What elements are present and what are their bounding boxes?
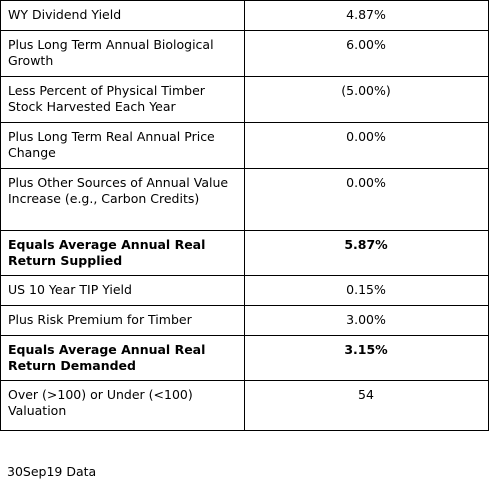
- row-label: WY Dividend Yield: [0, 0, 245, 31]
- row-value: 4.87%: [244, 0, 489, 31]
- row-value: 6.00%: [244, 30, 489, 77]
- row-label: Plus Long Term Real Annual Price Change: [0, 122, 245, 169]
- row-value: 0.00%: [244, 122, 489, 169]
- row-label: Plus Other Sources of Annual Value Incre…: [0, 168, 245, 231]
- valuation-table: WY Dividend Yield 4.87% Plus Long Term Ann…: [0, 0, 489, 431]
- row-value: 3.15%: [244, 335, 489, 381]
- table-row: US 10 Year TIP Yield 0.15%: [0, 275, 489, 306]
- row-label: Plus Long Term Annual Biological Growth: [0, 30, 245, 77]
- row-label: Equals Average Annual Real Return Demand…: [0, 335, 245, 381]
- row-value: (5.00%): [244, 76, 489, 123]
- row-value: 0.15%: [244, 275, 489, 306]
- table-row: WY Dividend Yield 4.87%: [0, 0, 489, 31]
- row-value: 54: [244, 380, 489, 431]
- row-label: Less Percent of Physical Timber Stock Ha…: [0, 76, 245, 123]
- row-label: Plus Risk Premium for Timber: [0, 305, 245, 336]
- footer-note: 30Sep19 Data: [7, 464, 97, 479]
- table-row: Plus Long Term Real Annual Price Change 0…: [0, 122, 489, 169]
- table-row: Equals Average Annual Real Return Demand…: [0, 335, 489, 381]
- table-row: Less Percent of Physical Timber Stock Ha…: [0, 76, 489, 123]
- row-label: Over (>100) or Under (<100) Valuation: [0, 380, 245, 431]
- row-value: 5.87%: [244, 230, 489, 276]
- table-row: Plus Risk Premium for Timber 3.00%: [0, 305, 489, 336]
- table-row: Plus Other Sources of Annual Value Incre…: [0, 168, 489, 231]
- row-value: 3.00%: [244, 305, 489, 336]
- table-row: Equals Average Annual Real Return Suppli…: [0, 230, 489, 276]
- table-row: Over (>100) or Under (<100) Valuation 54: [0, 380, 489, 431]
- row-label: Equals Average Annual Real Return Suppli…: [0, 230, 245, 276]
- row-label: US 10 Year TIP Yield: [0, 275, 245, 306]
- table-row: Plus Long Term Annual Biological Growth 6…: [0, 30, 489, 77]
- row-value: 0.00%: [244, 168, 489, 231]
